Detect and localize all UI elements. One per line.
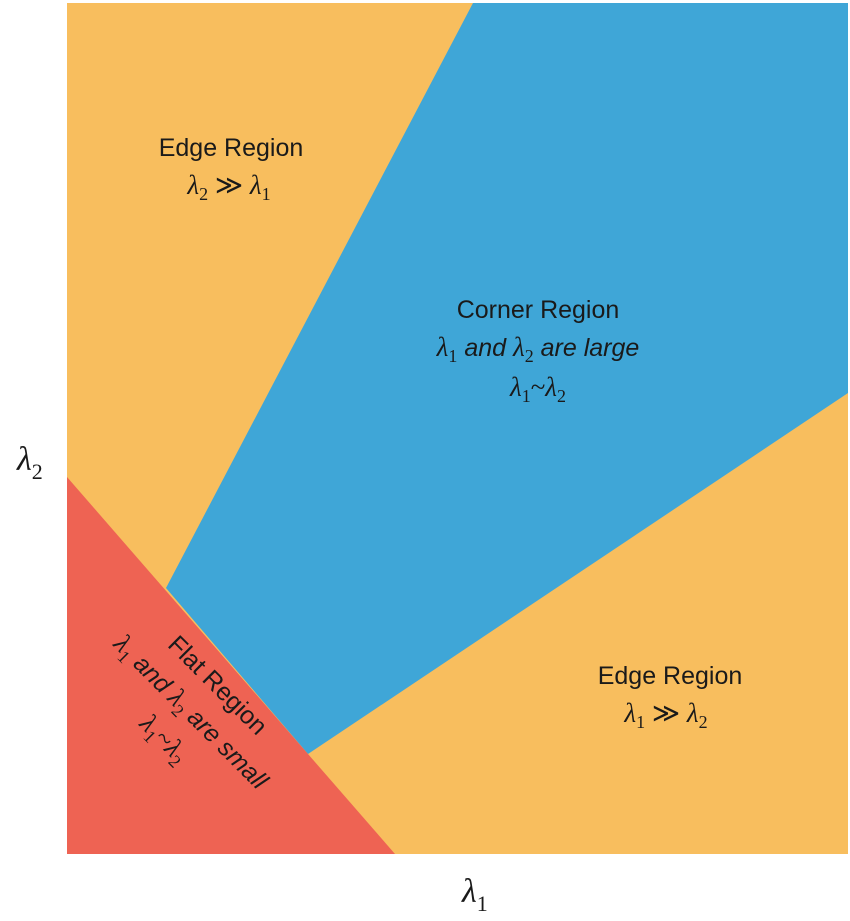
edge-region-top-label: Edge Region λ2 ≫ λ1 — [159, 134, 304, 204]
corner-region-label: Corner Region λ1 and λ2 are large λ1~λ2 — [436, 296, 640, 406]
corner-region-condition: λ1 and λ2 are large — [436, 332, 640, 366]
edge-region-bottom-label: Edge Region λ1 ≫ λ2 — [598, 662, 743, 732]
edge-region-bottom-title: Edge Region — [598, 662, 743, 690]
edge-region-top-condition: λ2 ≫ λ1 — [186, 170, 270, 204]
y-axis-label: λ2 — [16, 441, 43, 484]
edge-region-bottom-condition: λ1 ≫ λ2 — [623, 698, 707, 732]
edge-region-top-title: Edge Region — [159, 134, 304, 162]
corner-region-title: Corner Region — [457, 296, 620, 324]
corner-region-similarity: λ1~λ2 — [509, 372, 566, 406]
x-axis-label: λ1 — [461, 873, 488, 916]
flat-region — [67, 477, 395, 854]
corner-region — [166, 3, 848, 754]
